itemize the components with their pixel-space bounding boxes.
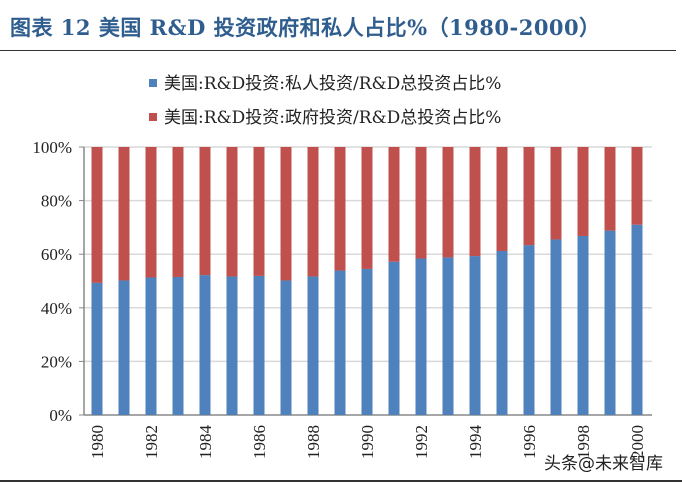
x-tick-label: 1990 bbox=[358, 425, 377, 459]
x-tick-label: 1984 bbox=[196, 425, 215, 460]
bar-government-1982 bbox=[145, 147, 157, 278]
x-tick-label: 1994 bbox=[466, 425, 485, 460]
x-tick-label: 1998 bbox=[574, 425, 593, 459]
bar-government-1999 bbox=[604, 147, 616, 231]
legend-swatch-private bbox=[149, 79, 157, 87]
bar-private-1980 bbox=[91, 282, 103, 415]
legend: 美国:R&D投资:私人投资/R&D总投资占比% 美国:R&D投资:政府投资/R&… bbox=[149, 74, 501, 128]
y-tick-label: 100% bbox=[32, 138, 72, 157]
watermark: 头条@未来智库 bbox=[544, 454, 663, 474]
bar-government-1984 bbox=[199, 147, 211, 276]
bar-private-1995 bbox=[496, 250, 508, 415]
bar-government-1986 bbox=[253, 147, 265, 276]
bar-private-1987 bbox=[280, 280, 292, 415]
y-tick-label: 80% bbox=[41, 192, 72, 211]
bar-government-1995 bbox=[496, 147, 508, 251]
bar-private-1996 bbox=[523, 245, 535, 415]
x-tick-label: 1986 bbox=[250, 425, 269, 459]
bar-government-1989 bbox=[334, 147, 346, 271]
x-tick-label: 1982 bbox=[142, 425, 161, 459]
bar-private-1997 bbox=[550, 239, 562, 415]
bar-private-1992 bbox=[415, 258, 427, 415]
bar-government-1993 bbox=[442, 147, 454, 258]
legend-label-government: 美国:R&D投资:政府投资/R&D总投资占比% bbox=[164, 108, 501, 128]
title-divider bbox=[0, 50, 676, 51]
bar-government-1997 bbox=[550, 147, 562, 240]
bar-government-1988 bbox=[307, 147, 319, 277]
bar-government-1980 bbox=[91, 147, 103, 283]
x-tick-label: 1996 bbox=[520, 425, 539, 459]
bar-private-1999 bbox=[604, 230, 616, 415]
x-tick-label: 1992 bbox=[412, 425, 431, 459]
y-tick-label: 40% bbox=[41, 299, 72, 318]
bar-government-1987 bbox=[280, 147, 292, 281]
bar-private-1985 bbox=[226, 276, 238, 415]
bar-government-1981 bbox=[118, 147, 130, 281]
bar-government-2000 bbox=[631, 147, 643, 225]
bar-private-1983 bbox=[172, 276, 184, 415]
bar-private-1991 bbox=[388, 261, 400, 415]
bottom-divider bbox=[0, 480, 682, 482]
bar-private-1981 bbox=[118, 280, 130, 415]
bar-private-1989 bbox=[334, 270, 346, 415]
bar-government-1994 bbox=[469, 147, 481, 257]
x-tick-label: 2000 bbox=[628, 425, 647, 459]
bar-government-1992 bbox=[415, 147, 427, 259]
bar-private-1988 bbox=[307, 276, 319, 415]
x-tick-label: 1980 bbox=[88, 425, 107, 459]
bar-private-1990 bbox=[361, 268, 373, 415]
legend-swatch-government bbox=[149, 113, 157, 121]
bar-government-1990 bbox=[361, 147, 373, 269]
bar-private-2000 bbox=[631, 224, 643, 415]
bar-private-1984 bbox=[199, 275, 211, 415]
y-tick-label: 0% bbox=[49, 406, 72, 425]
bar-government-1998 bbox=[577, 147, 589, 236]
bar-private-1998 bbox=[577, 235, 589, 415]
chart-title: 图表 12 美国 R&D 投资政府和私人占比%（1980-2000） bbox=[10, 15, 601, 40]
bar-private-1993 bbox=[442, 257, 454, 415]
bar-government-1996 bbox=[523, 147, 535, 246]
y-tick-label: 60% bbox=[41, 245, 72, 264]
bar-government-1985 bbox=[226, 147, 238, 277]
bar-government-1983 bbox=[172, 147, 184, 277]
y-tick-label: 20% bbox=[41, 352, 72, 371]
bar-private-1986 bbox=[253, 275, 265, 415]
legend-label-private: 美国:R&D投资:私人投资/R&D总投资占比% bbox=[164, 74, 501, 94]
bar-private-1994 bbox=[469, 256, 481, 415]
x-tick-label: 1988 bbox=[304, 425, 323, 459]
bar-government-1991 bbox=[388, 147, 400, 262]
bar-private-1982 bbox=[145, 277, 157, 415]
